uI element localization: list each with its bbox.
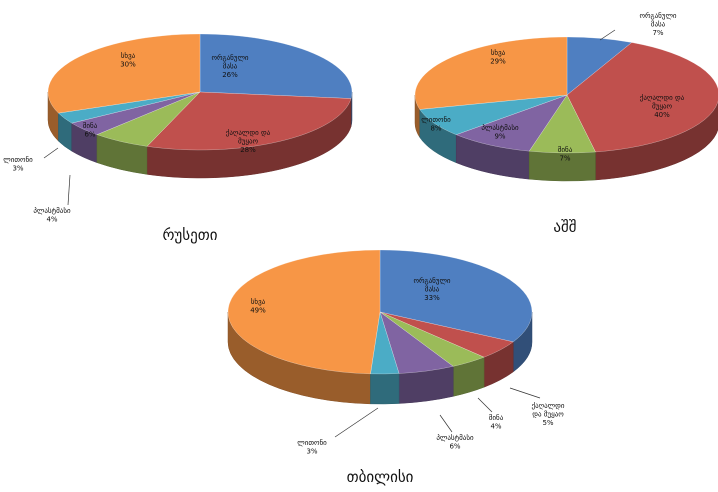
slice-label-tbilisi-5: სხვა 49%: [250, 298, 266, 315]
pie-slice-russia-1: [146, 91, 352, 151]
leader-line-russia-4: [43, 147, 59, 159]
leader-line-tbilisi-4: [334, 407, 379, 438]
slice-label-tbilisi-1: ქაღალდი და მუყაო 5%: [531, 402, 564, 427]
slice-label-usa-1: ქაღალდი და მუყაო 40%: [640, 94, 685, 119]
slice-label-tbilisi-0: ორგანული მასა 33%: [413, 276, 450, 302]
chart-title-usa: აშშ: [553, 218, 576, 236]
leader-line-tbilisi-1: [509, 387, 541, 399]
pie-chart-tbilisi: ორგანული მასა 33% ქაღალდი და მუყაო 5% მინა 4% პლ…: [227, 249, 565, 456]
chart-title-russia: რუსეთი: [162, 226, 217, 244]
slice-label-usa-0: ორგანული მასა 7%: [639, 11, 676, 37]
leader-line-tbilisi-2: [477, 397, 493, 413]
slice-label-tbilisi-4: ლითონი 3%: [297, 439, 327, 456]
pie-slice-usa-3: [455, 94, 568, 152]
slice-label-russia-5: სხვა 30%: [120, 52, 136, 69]
pie-slice-tbilisi-0: [379, 249, 533, 343]
slice-label-usa-3: პლასტმასი 9%: [481, 124, 519, 141]
slice-label-russia-3: პლასტმასი 4%: [33, 207, 71, 224]
pie-slice-russia-0: [199, 33, 353, 99]
slice-label-russia-4: ლითონი 3%: [3, 156, 33, 173]
chart-title-tbilisi: თბილისი: [347, 468, 414, 486]
pie-chart-usa: ორგანული მასა 7% ქაღალდი და მუყაო 40% მინა 7% პლ…: [414, 11, 718, 182]
pie-slice-tbilisi-5: [227, 249, 381, 375]
slice-label-russia-0: ორგანული მასა 26%: [211, 53, 248, 79]
pie-side-tbilisi-4: [370, 373, 400, 405]
slice-label-usa-2: მინა 7%: [558, 146, 573, 163]
slice-label-russia-2: მინა 6%: [83, 122, 98, 139]
leader-line-usa-0: [599, 29, 616, 41]
pie-chart-russia: ორგანული მასა 26% ქაღალდი და მუყაო 28% მინა 6% პ…: [3, 33, 353, 224]
leader-line-russia-3: [67, 174, 71, 206]
pie-slice-russia-5: [47, 33, 201, 114]
pie-slice-usa-5: [414, 36, 568, 110]
slice-label-tbilisi-3: პლასტმასი 6%: [436, 434, 474, 451]
slice-label-russia-1: ქაღალდი და მუყაო 28%: [226, 129, 271, 154]
leader-line-tbilisi-3: [439, 414, 453, 433]
slice-label-usa-4: ლითონი 8%: [421, 116, 451, 133]
slice-label-usa-5: სხვა 29%: [490, 49, 506, 66]
slice-label-tbilisi-2: მინა 4%: [489, 414, 504, 431]
